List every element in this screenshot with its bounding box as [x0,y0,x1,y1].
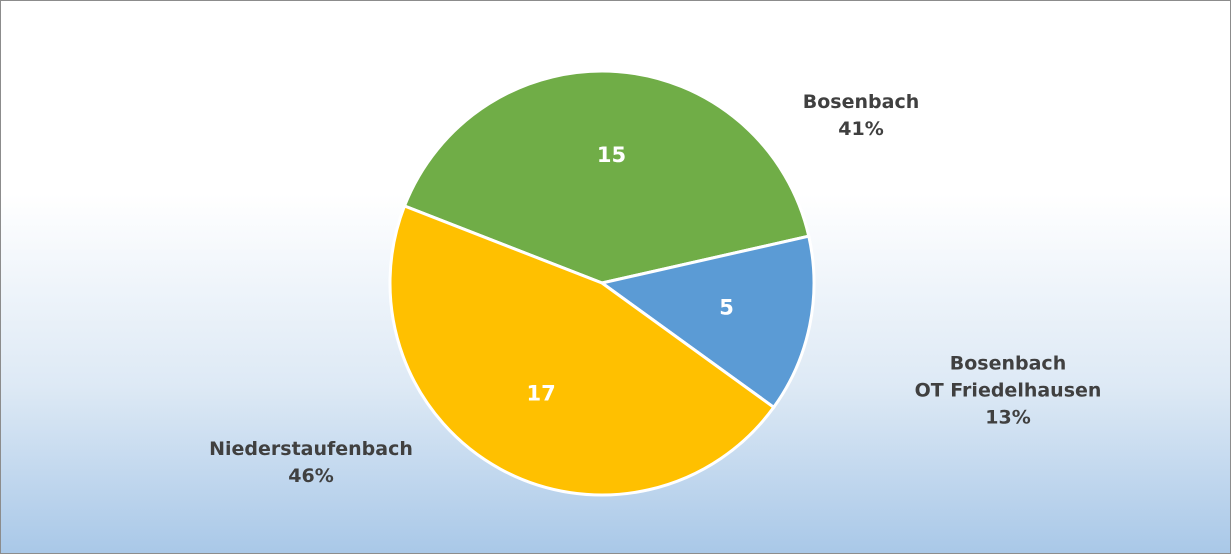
category-label: Bosenbach 41% [803,89,919,143]
data-label: 15 [597,143,626,167]
pie-slice [402,69,811,285]
category-name: Niederstaufenbach [209,438,413,460]
data-label: 5 [719,296,734,320]
percent-label: 41% [838,118,884,140]
pie-slice [388,204,776,497]
percent-label: 46% [288,465,334,487]
pie-slice [598,234,816,410]
category-name: Bosenbach OT Friedelhausen [914,352,1102,402]
category-label: Bosenbach OT Friedelhausen 13% [915,351,1102,432]
category-name: Bosenbach [802,91,920,113]
category-label: Niederstaufenbach 46% [209,436,413,490]
percent-label: 13% [985,406,1031,429]
data-label: 17 [526,382,555,406]
